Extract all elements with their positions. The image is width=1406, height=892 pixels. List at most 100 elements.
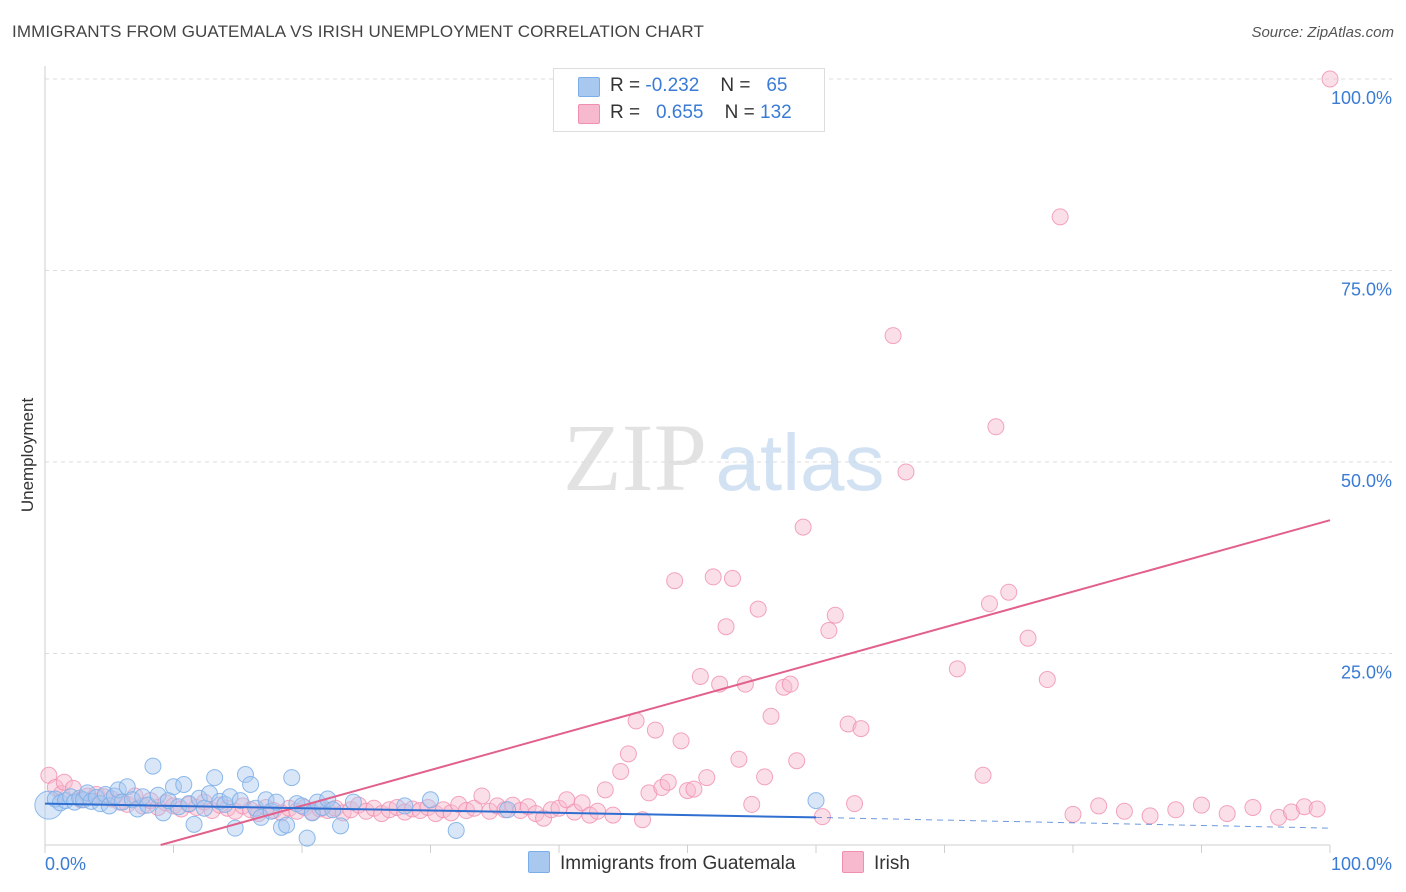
irish-point <box>781 675 799 693</box>
irish-point <box>820 622 838 640</box>
guatemala-point <box>118 778 136 796</box>
guatemala-point <box>231 792 249 810</box>
irish-point <box>1218 805 1236 823</box>
y-tick-label: 25.0% <box>1341 663 1392 683</box>
irish-point <box>619 745 637 763</box>
legend-n-value: 132 <box>760 102 792 123</box>
irish-point <box>612 762 630 780</box>
guatemala-point <box>78 784 96 802</box>
guatemala-point <box>499 801 517 819</box>
irish-point <box>581 806 599 824</box>
y-tick-label: 75.0% <box>1341 280 1392 300</box>
irish-point <box>1051 208 1069 226</box>
guatemala-point <box>180 795 198 813</box>
irish-point <box>980 595 998 613</box>
guatemala-point <box>149 786 167 804</box>
irish-point <box>634 811 652 829</box>
watermark-atlas: atlas <box>716 418 885 507</box>
guatemala-point <box>123 791 141 809</box>
x-tick-label: 100.0% <box>1331 854 1392 874</box>
irish-point <box>1193 796 1210 814</box>
irish-point <box>1141 807 1159 825</box>
tick-labels: 25.0% 50.0% 75.0% 100.0% 0.0% 100.0% <box>45 88 1392 874</box>
irish-point <box>884 327 902 345</box>
irish-point <box>852 720 870 738</box>
irish-point <box>1295 798 1313 816</box>
guatemala-point <box>236 766 254 784</box>
guatemala-point <box>807 792 825 810</box>
irish-point <box>1115 802 1133 820</box>
irish-point <box>473 787 491 805</box>
correlation-legend: R = -0.232 N = 65 R = 0.655 N = 132 <box>553 68 825 132</box>
guatemala-point <box>332 817 350 835</box>
bottom-legend-label: Immigrants from Guatemala <box>560 853 796 874</box>
irish-point <box>1019 629 1037 647</box>
guatemala-point <box>34 790 64 820</box>
irish-point <box>672 732 690 750</box>
irish-point <box>749 600 767 618</box>
legend-n-value: 65 <box>766 75 788 96</box>
irish-point <box>1321 70 1339 88</box>
guatemala-point <box>195 799 213 817</box>
guatemala-point <box>422 791 439 809</box>
guatemala-point <box>206 769 224 787</box>
legend-swatch-pink <box>578 104 600 124</box>
irish-point <box>788 752 806 770</box>
irish-point <box>488 797 506 815</box>
legend-swatch-blue <box>578 77 600 97</box>
irish-point <box>679 782 696 800</box>
legend-r-value: -0.232 <box>645 75 700 96</box>
irish-point <box>762 707 780 725</box>
bottom-legend-guatemala: Immigrants from Guatemala <box>528 851 795 875</box>
irish-point <box>730 750 748 768</box>
irish-point <box>1090 797 1108 815</box>
irish-trend-line <box>160 519 1331 846</box>
irish-point <box>604 806 622 824</box>
gridlines <box>45 78 1392 654</box>
irish-point <box>974 766 992 784</box>
guatemala-point <box>211 792 229 810</box>
irish-point <box>846 795 864 813</box>
irish-point <box>756 768 774 786</box>
guatemala-point <box>447 821 465 839</box>
guatemala-point <box>396 797 414 815</box>
irish-point <box>704 568 722 586</box>
y-tick-label: 50.0% <box>1341 471 1392 491</box>
guatemala-point <box>175 775 193 793</box>
bottom-legend-irish: Irish <box>842 851 910 875</box>
trend-lines <box>44 519 1331 846</box>
irish-point <box>1167 801 1185 819</box>
irish-point <box>646 721 664 739</box>
watermark-zip: ZIP <box>563 404 707 511</box>
irish-point <box>1064 805 1082 823</box>
guatemala-point <box>221 788 239 806</box>
irish-point <box>723 569 741 587</box>
irish-point <box>813 808 831 826</box>
y-tick-label: 100.0% <box>1331 88 1392 108</box>
guatemala-point <box>185 815 203 833</box>
guatemala-point <box>113 793 131 811</box>
irish-point <box>698 769 716 787</box>
irish-point <box>1038 671 1056 689</box>
legend-n-label: N = <box>720 75 751 96</box>
irish-point <box>1000 583 1018 601</box>
irish-point <box>987 418 1005 436</box>
guatemala-trend-extension <box>815 816 1331 829</box>
guatemala-point <box>100 797 118 815</box>
irish-point <box>596 781 614 799</box>
irish-point <box>1282 803 1300 821</box>
irish-point <box>659 773 677 791</box>
irish-point <box>666 572 684 590</box>
irish-point <box>897 463 915 481</box>
legend-r-label: R = <box>610 102 641 123</box>
guatemala-point <box>298 829 316 847</box>
irish-point <box>55 773 73 791</box>
irish-point <box>948 660 966 678</box>
legend-r-label: R = <box>610 75 641 96</box>
irish-point <box>1308 800 1326 818</box>
guatemala-trend-line <box>44 802 817 819</box>
guatemala-point <box>144 757 162 775</box>
chart-title: IMMIGRANTS FROM GUATEMALA VS IRISH UNEMP… <box>12 22 704 41</box>
guatemala-point <box>278 816 296 834</box>
